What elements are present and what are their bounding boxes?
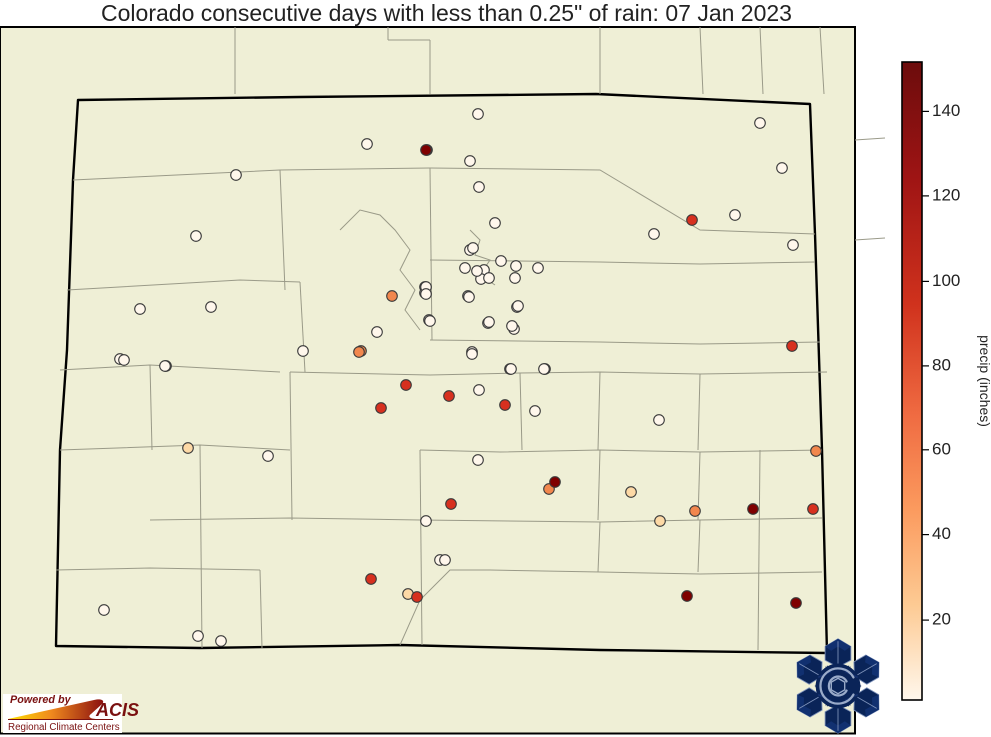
svg-text:20: 20: [932, 610, 951, 629]
svg-text:100: 100: [932, 271, 960, 290]
svg-text:precip (inches): precip (inches): [977, 335, 991, 427]
svg-text:60: 60: [932, 440, 951, 459]
svg-text:Powered by: Powered by: [10, 694, 72, 706]
svg-text:120: 120: [932, 186, 960, 205]
svg-text:Regional Climate Centers: Regional Climate Centers: [8, 722, 120, 733]
svg-text:140: 140: [932, 101, 960, 120]
svg-text:80: 80: [932, 356, 951, 375]
svg-text:40: 40: [932, 524, 951, 543]
svg-text:ACIS: ACIS: [95, 700, 139, 720]
